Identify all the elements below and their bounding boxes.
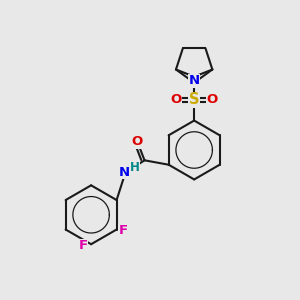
Text: N: N (118, 166, 130, 178)
Text: S: S (189, 92, 200, 107)
Text: F: F (79, 239, 88, 252)
Text: H: H (130, 161, 140, 174)
Text: F: F (118, 224, 128, 238)
Text: O: O (170, 93, 182, 106)
Text: O: O (131, 135, 143, 148)
Text: O: O (207, 93, 218, 106)
Text: N: N (189, 74, 200, 87)
